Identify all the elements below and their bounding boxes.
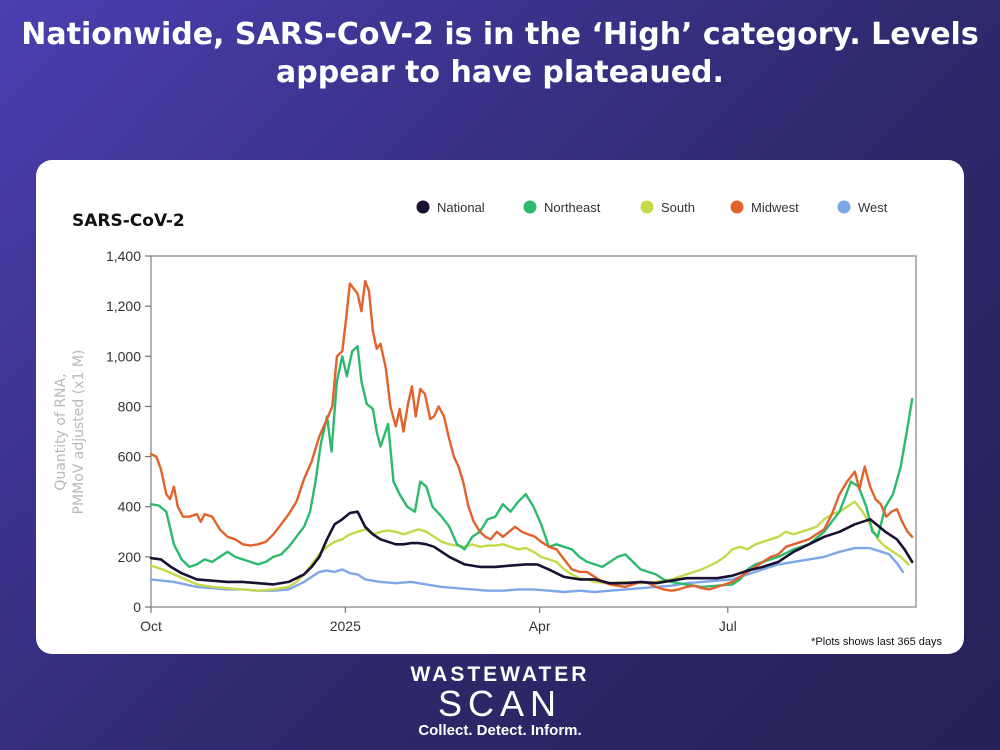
series-line-national [149,510,914,586]
y-axis-label-line-2: PMMoV adjusted (x1 M) [71,350,87,515]
legend-label-national: National [437,200,485,215]
legend-swatch-national [416,200,430,214]
series-line-west [149,546,905,594]
chart-card: SARS-CoV-2 National Northeast South Midwest W… [36,160,964,654]
wastewater-scan-logo: WASTEWATER SCAN Collect. Detect. Inform. [390,664,610,740]
logo-top-text: WASTEWATER [410,663,590,686]
y-tick-label: 200 [118,549,142,565]
x-tick-label: Apr [529,618,551,634]
headline: Nationwide, SARS-CoV-2 is in the ‘High’ … [21,17,979,90]
legend-label-northeast: Northeast [544,200,601,215]
legend-label-south: South [661,200,695,215]
plot-area [150,255,917,608]
y-tick-label: 1,200 [106,298,141,314]
series-line-south [149,500,910,592]
legend-swatch-northeast [523,200,537,214]
y-tick-label: 1,000 [106,348,141,364]
logo-tagline: Collect. Detect. Inform. [418,722,582,739]
legend-label-midwest: Midwest [751,200,799,215]
x-tick-label: Jul [719,618,737,634]
y-tick-label: 1,400 [106,248,141,264]
legend-label-west: West [858,200,888,215]
chart-title: SARS-CoV-2 [72,211,185,231]
legend-swatch-midwest [730,200,744,214]
y-axis-label-line-1: Quantity of RNA, [53,373,69,490]
y-tick-label: 800 [118,398,142,414]
y-tick-label: 0 [133,599,141,615]
chart-svg: SARS-CoV-2 National Northeast South Midwest W… [53,200,917,634]
legend-swatch-west [837,200,851,214]
footnote: *Plots shows last 365 days [811,636,942,648]
series-line-midwest [149,279,914,592]
y-tick-label: 400 [118,499,142,515]
x-tick-label: Oct [140,618,162,634]
logo-middle-text: SCAN [437,683,563,724]
legend-swatch-south [640,200,654,214]
x-tick-label: 2025 [330,618,361,634]
y-tick-label: 600 [118,449,142,465]
